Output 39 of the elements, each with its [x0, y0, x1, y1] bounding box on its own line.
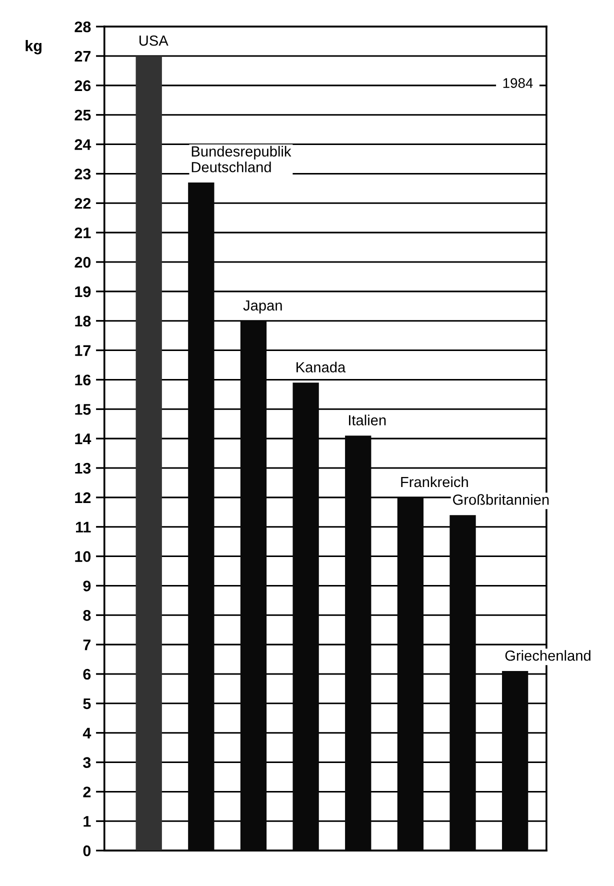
- y-tick-label: 27: [74, 50, 91, 62]
- y-tick-label: 4: [82, 728, 92, 738]
- series-label: Bundesrepublik Deutschland: [192, 146, 292, 172]
- y-tick-label: 1: [84, 816, 91, 827]
- y-tick-label: 24: [74, 139, 92, 150]
- y-axis-title: kg: [26, 40, 42, 54]
- y-tick-label: 7: [83, 640, 91, 650]
- y-tick-label: 2: [83, 786, 91, 798]
- series-label: Kanada: [296, 362, 346, 372]
- y-tick-label: 3: [83, 757, 91, 768]
- y-tick-label: 9: [83, 580, 91, 592]
- y-tick-label: 15: [75, 404, 91, 415]
- y-tick-label: 18: [75, 316, 91, 327]
- y-tick-label: 0: [83, 845, 91, 856]
- y-tick-label: 16: [75, 374, 91, 386]
- y-tick-label: 22: [74, 198, 91, 209]
- y-tick-label: 12: [75, 492, 91, 503]
- series-label: Italien: [349, 414, 386, 426]
- y-tick-label: 19: [75, 286, 91, 298]
- y-tick-label: 5: [83, 698, 91, 710]
- y-tick-label: 11: [76, 522, 91, 532]
- y-tick-label: 23: [74, 168, 91, 180]
- series-label: Großbritannien: [453, 494, 549, 505]
- y-tick-label: 10: [75, 551, 91, 562]
- y-tick-label: 26: [74, 80, 91, 92]
- series-label: Japan: [243, 300, 282, 314]
- y-tick-label: 25: [74, 110, 91, 121]
- series-label: Frankreich: [401, 476, 468, 488]
- y-tick-label: 8: [83, 610, 91, 621]
- y-tick-label: 17: [75, 345, 91, 356]
- y-tick-label: 20: [74, 256, 91, 268]
- y-tick-label: 6: [83, 668, 91, 680]
- y-tick-label: 13: [75, 462, 91, 474]
- annotation: 1984: [503, 78, 533, 88]
- y-tick-label: 21: [74, 227, 91, 238]
- series-label: USA: [140, 35, 168, 46]
- y-tick-label: 28: [74, 21, 91, 32]
- series-label: Griechenland: [505, 650, 590, 661]
- y-tick-label: 14: [75, 434, 92, 444]
